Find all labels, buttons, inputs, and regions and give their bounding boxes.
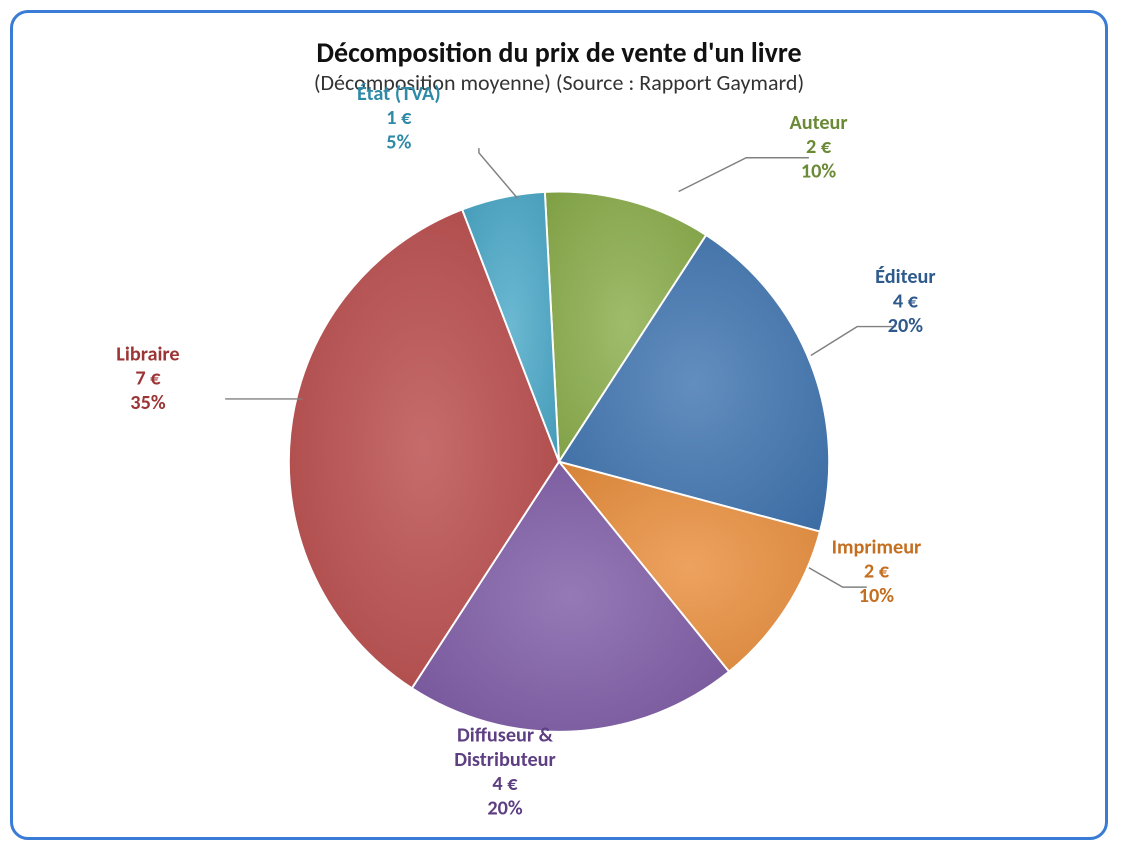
chart-frame: Décomposition du prix de vente d'un livr… <box>10 10 1108 840</box>
pie-chart: Auteur2 €10%Éditeur4 €20%Imprimeur2 €10%… <box>13 13 1105 837</box>
leader-line-auteur <box>679 158 809 192</box>
leader-line-editeur <box>811 327 896 356</box>
slice-label-libraire: Libraire7 €35% <box>116 342 179 415</box>
slice-label-imprimeur: Imprimeur2 €10% <box>832 535 922 608</box>
slice-label-diffuseur-distributeur: Diffuseur &Distributeur4 €20% <box>454 723 556 820</box>
leader-line-etat-tva <box>479 148 518 198</box>
slice-label-etat-tva: État (TVA)1 €5% <box>357 82 441 155</box>
slice-label-auteur: Auteur2 €10% <box>789 111 847 184</box>
